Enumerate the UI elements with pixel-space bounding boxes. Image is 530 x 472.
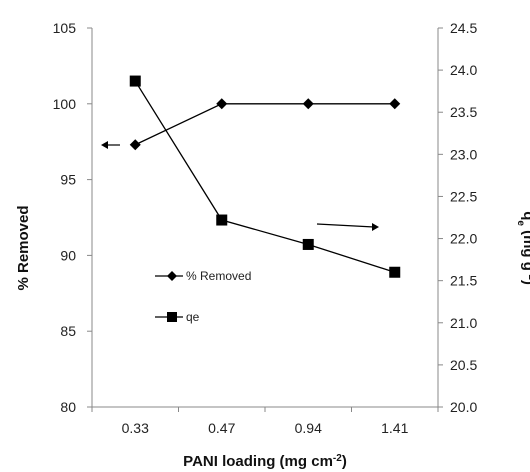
x-tick-label: 1.41 [381,420,408,436]
series-group [130,76,401,278]
left-tick-label: 95 [60,172,76,188]
left-arrow-head [101,141,108,149]
left-tick-label: 85 [60,323,76,339]
x-ticks: 0.33 0.47 0.94 1.41 [92,407,438,436]
left-y-axis-title: % Removed [15,205,32,290]
legend-label: % Removed [186,269,251,283]
axis-arrows [101,141,379,231]
x-tick-label: 0.94 [295,420,322,436]
data-point-diamond [389,98,400,109]
right-tick-label: 24.0 [450,62,477,78]
legend-label: qe [186,310,200,324]
right-tick-label: 20.5 [450,357,477,373]
right-tick-label: 24.5 [450,20,477,36]
right-y-ticks: 20.0 20.5 21.0 21.5 22.0 22.5 23.0 23.5 24.0 24.5 [438,20,477,415]
right-tick-label: 21.0 [450,315,477,331]
right-y-axis-title: qe (mg g-1) [516,211,530,285]
data-point-diamond [130,139,141,150]
left-y-ticks: 80 85 90 95 100 105 [53,20,92,415]
legend-marker-diamond [167,271,177,281]
right-tick-label: 21.5 [450,273,477,289]
x-tick-label: 0.47 [208,420,235,436]
x-axis-title: PANI loading (mg cm-2) [183,453,347,471]
right-tick-label: 23.0 [450,146,477,162]
right-tick-label: 22.5 [450,188,477,204]
left-tick-label: 90 [60,247,76,263]
data-point-diamond [216,98,227,109]
axes [92,28,438,407]
right-tick-label: 22.0 [450,231,477,247]
right-tick-label: 23.5 [450,104,477,120]
data-point-square [389,267,400,278]
series-line [135,81,395,272]
right-tick-label: 20.0 [450,399,477,415]
legend-marker-square [167,312,177,322]
data-point-square [303,239,314,250]
data-point-diamond [303,98,314,109]
data-point-square [130,76,141,87]
data-point-square [216,215,227,226]
series-line [135,104,395,145]
right-arrow-line [317,224,374,227]
x-tick-label: 0.33 [122,420,149,436]
left-tick-label: 100 [53,96,77,112]
legend: % Removed qe [155,269,251,324]
left-tick-label: 80 [60,399,76,415]
right-arrow-head [372,223,379,231]
left-tick-label: 105 [53,20,77,36]
